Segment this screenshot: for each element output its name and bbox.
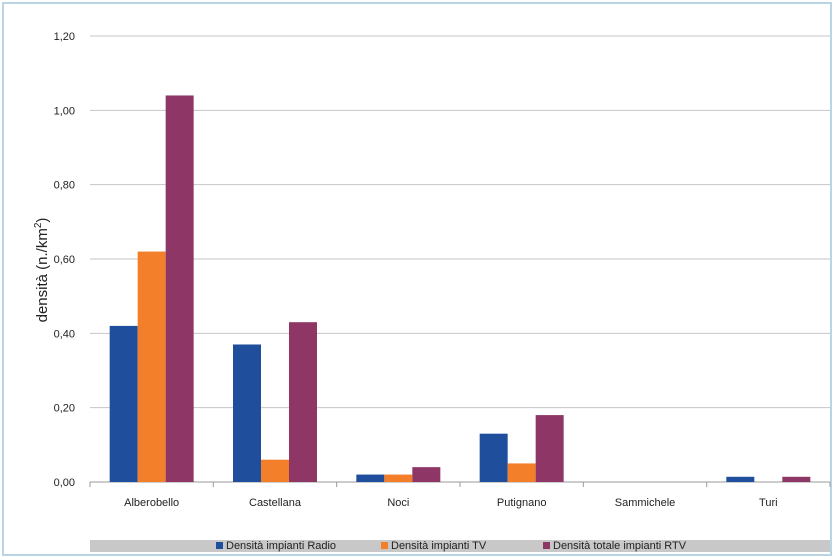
x-category-label: Alberobello	[124, 497, 179, 509]
legend-swatch	[216, 541, 223, 549]
legend-item: Densità impianti TV	[381, 540, 486, 552]
y-tick-label: 1,00	[54, 105, 75, 117]
bar	[233, 344, 261, 482]
bar	[137, 251, 166, 482]
y-tick-label: 0,80	[54, 180, 75, 192]
bar	[782, 476, 811, 482]
bar	[412, 467, 441, 482]
legend	[90, 540, 830, 552]
bar	[384, 474, 413, 482]
x-category-label: Sammichele	[615, 497, 676, 509]
y-tick-label: 0,60	[54, 254, 75, 266]
bar	[535, 415, 564, 482]
bar	[507, 463, 536, 482]
bar	[726, 476, 755, 482]
bar	[109, 325, 138, 482]
bar	[479, 433, 508, 482]
bar	[165, 95, 194, 482]
legend-item: Densità impianti Radio	[216, 540, 336, 552]
legend-label: Densità impianti TV	[391, 540, 487, 552]
y-axis-label: densità (n./km2)	[33, 218, 51, 323]
bar	[261, 459, 289, 482]
y-tick-label: 1,20	[54, 31, 75, 43]
y-tick-label: 0,00	[54, 477, 75, 489]
legend-swatch	[543, 541, 550, 549]
x-category-label: Castellana	[249, 497, 302, 509]
y-tick-label: 0,20	[54, 403, 75, 415]
x-category-label: Noci	[387, 497, 409, 509]
legend-label: Densità impianti Radio	[226, 540, 337, 552]
y-tick-label: 0,40	[54, 328, 75, 340]
legend-swatch	[381, 541, 388, 549]
bar	[289, 322, 317, 482]
x-category-label: Putignano	[497, 497, 547, 509]
legend-item: Densità totale impianti RTV	[543, 540, 686, 552]
bar	[356, 474, 385, 482]
x-category-label: Turi	[759, 497, 778, 509]
legend-label: Densità totale impianti RTV	[553, 540, 687, 552]
